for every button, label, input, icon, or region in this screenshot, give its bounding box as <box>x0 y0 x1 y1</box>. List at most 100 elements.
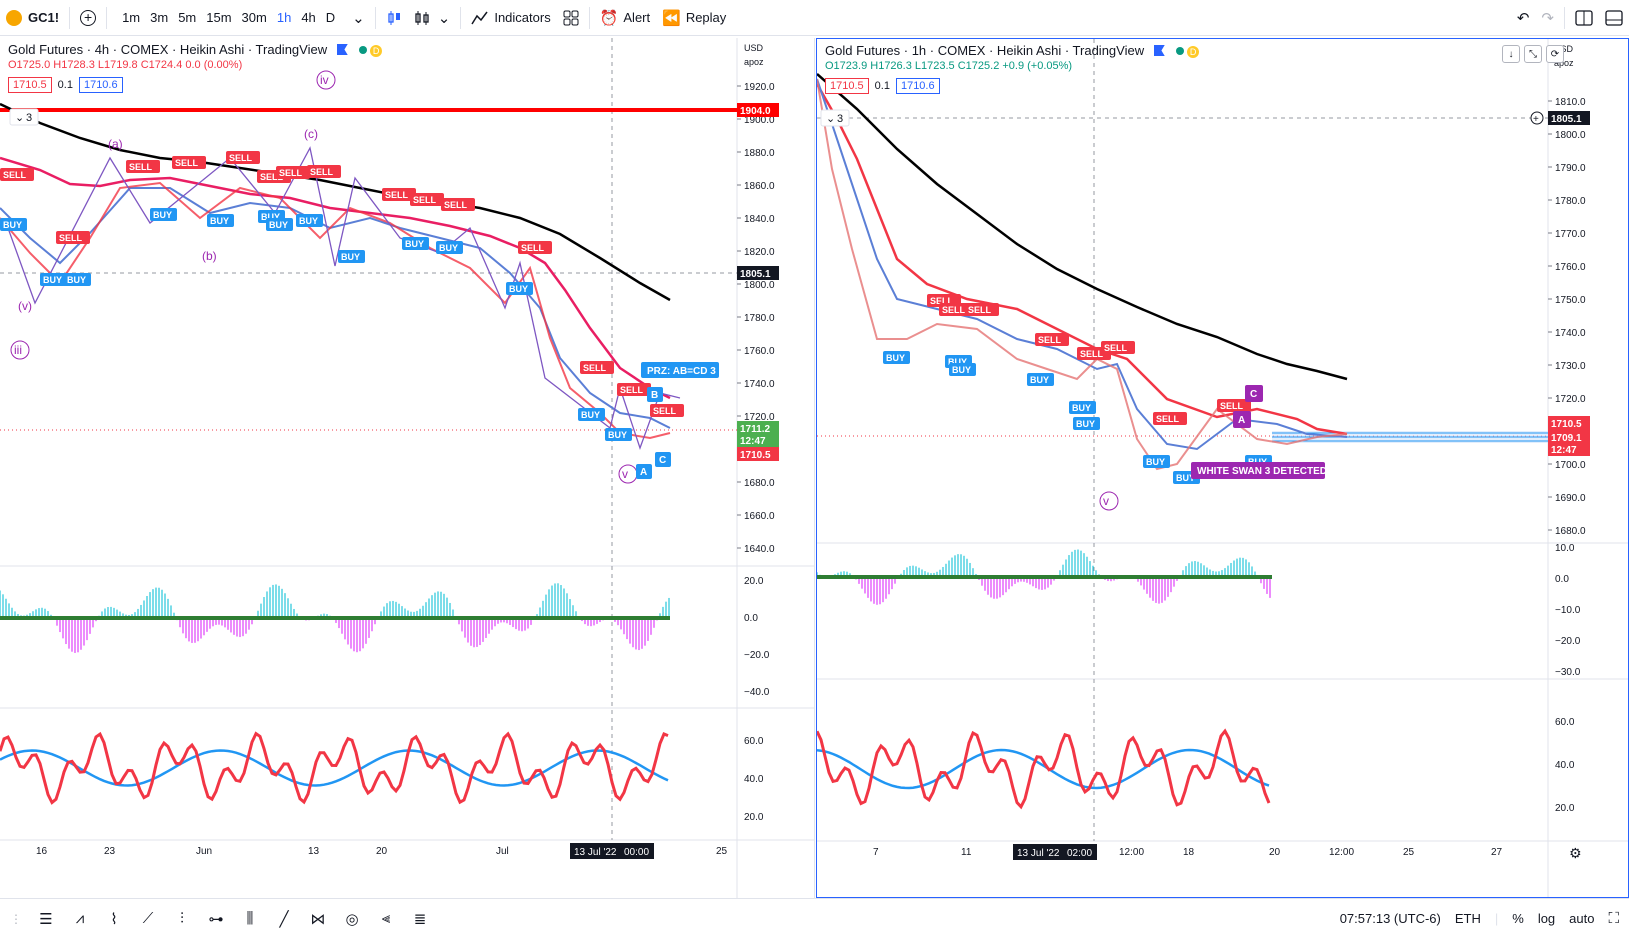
collapse-icon[interactable]: ⤡ <box>1524 45 1542 63</box>
right-input-a[interactable]: 1710.5 <box>825 78 869 94</box>
signal-sell-label[interactable] <box>56 231 90 244</box>
signal-sell-label[interactable] <box>518 241 552 254</box>
signal-sell-label[interactable] <box>382 188 416 201</box>
fib-retracement-icon[interactable]: ≣ <box>413 910 427 928</box>
chart-style-button[interactable]: ⌄ <box>408 0 457 36</box>
abc-pattern-icon[interactable]: ⩘ <box>75 910 85 927</box>
timeframe-3m[interactable]: 3m <box>150 10 169 25</box>
left-oscillator[interactable] <box>0 583 670 653</box>
percent-toggle[interactable]: % <box>1512 911 1524 926</box>
left-chart-pane[interactable]: Gold Futures · 4h · COMEX · Heikin Ashi … <box>0 38 815 898</box>
signal-buy-label[interactable] <box>578 408 605 421</box>
right-price-axis[interactable]: 1810.0 1800.0 1790.0 1780.0 1770.0 1760.0 1750… <box>1548 97 1590 814</box>
timeframe-1m[interactable]: 1m <box>122 10 141 25</box>
signal-sell-label[interactable] <box>441 198 475 211</box>
fib-channel-icon[interactable]: ⫼ <box>246 910 254 927</box>
ma-9-red[interactable] <box>0 181 671 440</box>
left-currency[interactable]: USD <box>744 43 764 53</box>
signal-sell-label[interactable] <box>965 303 999 316</box>
signal-sell-label[interactable] <box>1035 333 1069 346</box>
add-alert-icon[interactable] <box>1530 111 1544 125</box>
pitchfork-icon[interactable]: ⫶ <box>180 910 184 927</box>
ma-200-black[interactable] <box>817 73 1348 381</box>
timeframe-30m[interactable]: 30m <box>241 10 267 25</box>
timeframe-4h[interactable]: 4h <box>301 10 316 25</box>
signal-sell-label[interactable] <box>580 361 614 374</box>
signal-sell-label[interactable] <box>307 165 341 178</box>
signal-sell-label[interactable] <box>939 303 973 316</box>
drawings-collapse-button[interactable] <box>820 109 850 127</box>
elliott-wave-icon[interactable]: ⌇ <box>110 910 118 928</box>
split-layout-button[interactable] <box>1569 0 1599 36</box>
gear-icon[interactable]: ⚙ <box>1569 845 1582 861</box>
right-time-axis[interactable]: 7 11 12:00 18 20 12:00 25 27 13 Jul '22 02:00 <box>873 844 1503 860</box>
signal-sell-label[interactable] <box>1217 399 1251 412</box>
timeframe-1h[interactable]: 1h <box>276 10 292 25</box>
price-zigzag-purple[interactable] <box>7 146 681 450</box>
drag-handle-icon[interactable]: ⋮ <box>10 911 22 926</box>
signal-buy-label[interactable] <box>1027 373 1054 386</box>
signal-buy-label[interactable] <box>436 241 463 254</box>
right-input-b[interactable]: 1710.6 <box>895 78 940 94</box>
log-toggle[interactable]: log <box>1537 911 1556 926</box>
fullscreen-icon[interactable]: ⛶ <box>1608 910 1619 927</box>
signal-buy-label[interactable] <box>1073 417 1100 430</box>
session-toggle[interactable]: ETH <box>1454 911 1481 926</box>
layout-button[interactable] <box>557 0 585 36</box>
ma-21-blue[interactable] <box>0 187 671 429</box>
signal-sell-label[interactable] <box>276 166 310 179</box>
signal-buy-label[interactable] <box>207 214 234 227</box>
clock-time[interactable]: 07:57:13 (UTC-6) <box>1339 911 1441 926</box>
ray-icon[interactable]: ╱ <box>279 910 289 928</box>
signal-sell-label[interactable] <box>126 160 160 173</box>
flag-icon[interactable] <box>1153 45 1165 56</box>
right-chart-pane[interactable]: Gold Futures · 1h · COMEX · Heikin Ashi … <box>816 38 1629 898</box>
signal-sell-label[interactable] <box>650 404 684 417</box>
right-oscillator[interactable] <box>817 549 1272 605</box>
signal-buy-label[interactable] <box>402 237 429 250</box>
signal-buy-label[interactable] <box>883 351 910 364</box>
drawings-collapse-button[interactable] <box>9 108 39 126</box>
prz-label[interactable] <box>641 362 719 378</box>
fib-spiral-icon[interactable]: ◎ <box>345 910 359 928</box>
signal-sell-label[interactable] <box>226 151 260 164</box>
signal-buy-label[interactable] <box>296 214 323 227</box>
signal-buy-label[interactable] <box>266 218 293 231</box>
signal-buy-label[interactable] <box>0 218 27 231</box>
left-scale-mode[interactable]: apoz <box>744 57 764 67</box>
scroll-down-icon[interactable]: ↓ <box>1502 45 1520 63</box>
chart-settings-button[interactable] <box>1599 0 1629 36</box>
signal-sell-label[interactable] <box>410 193 444 206</box>
redo-button[interactable]: ↷ <box>1535 0 1560 36</box>
timeframe-5m[interactable]: 5m <box>178 10 197 25</box>
ma-200-black[interactable] <box>0 102 671 302</box>
timeframe-D[interactable]: D <box>325 10 336 25</box>
compare-add-button[interactable]: + <box>74 0 102 36</box>
trend-line-icon[interactable]: ⟋ <box>142 910 154 927</box>
pattern-point[interactable] <box>1245 385 1263 402</box>
restore-icon[interactable]: ⟳ <box>1546 45 1564 63</box>
signal-buy-label[interactable] <box>64 273 91 286</box>
auto-toggle[interactable]: auto <box>1569 911 1595 926</box>
ma-50-red[interactable] <box>817 83 1348 436</box>
pattern-point[interactable] <box>655 452 671 467</box>
signal-sell-label[interactable] <box>1101 341 1135 354</box>
symbol-search-button[interactable]: GC1! <box>0 0 65 36</box>
left-price-axis[interactable]: 1920.0 1900.0 1880.0 1860.0 1840.0 1820.0 1800… <box>737 82 779 823</box>
signal-buy-label[interactable] <box>1069 401 1096 414</box>
xabcd-pattern-icon[interactable]: ⋈ <box>310 910 326 928</box>
signal-buy-label[interactable] <box>40 273 67 286</box>
signal-buy-label[interactable] <box>338 250 365 263</box>
left-time-axis[interactable]: 16 23 Jun 13 20 Jul 25 13 Jul '22 00:00 <box>36 843 728 859</box>
pattern-point[interactable] <box>647 387 663 402</box>
right-scale-mode[interactable]: apoz <box>1554 58 1574 68</box>
gann-fan-icon[interactable]: ⫷ <box>381 910 391 927</box>
horizontal-ray-icon[interactable]: ⊶ <box>208 910 224 928</box>
lines-tool-icon[interactable]: ☰ <box>39 910 53 928</box>
signal-sell-label[interactable] <box>0 168 34 181</box>
timeframe-dropdown[interactable]: ⌄ <box>346 0 371 36</box>
signal-sell-label[interactable] <box>172 156 206 169</box>
undo-button[interactable]: ↶ <box>1511 0 1536 36</box>
signal-buy-label[interactable] <box>1143 455 1170 468</box>
